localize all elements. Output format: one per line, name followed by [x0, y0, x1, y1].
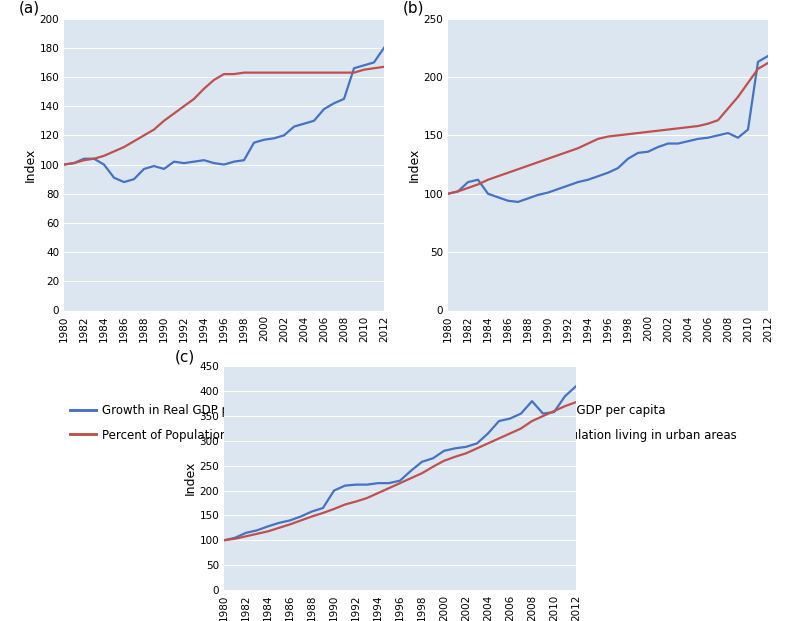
Legend: Growth in Real GDP per capita, Percent of Population living in urban areas: Growth in Real GDP per capita, Percent o… [454, 404, 737, 442]
Text: (c): (c) [174, 349, 195, 364]
Y-axis label: Index: Index [24, 147, 37, 182]
Y-axis label: Index: Index [184, 461, 197, 496]
Legend: Growth in Real GDP per capita, Percent of Population living in urban areas: Growth in Real GDP per capita, Percent o… [70, 404, 353, 442]
Text: (b): (b) [403, 1, 425, 16]
Text: (a): (a) [19, 1, 40, 16]
Y-axis label: Index: Index [408, 147, 421, 182]
